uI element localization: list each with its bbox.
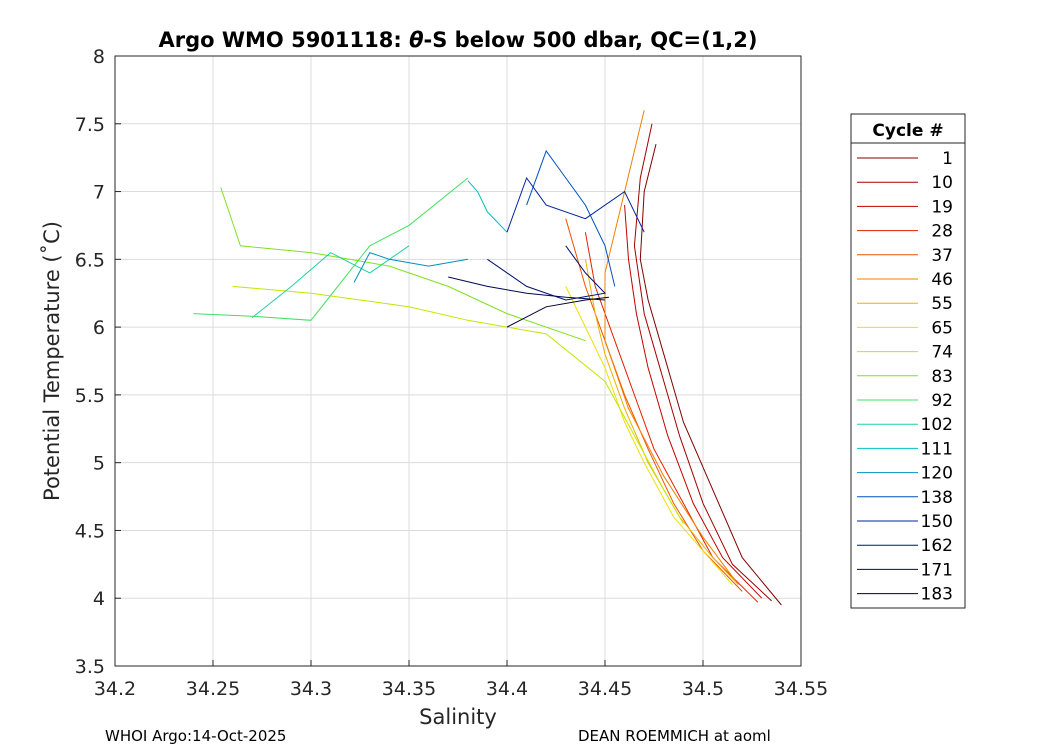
x-tick-label: 34.55 — [774, 678, 828, 700]
legend-label: 102 — [921, 415, 953, 435]
y-tick-label: 4 — [93, 588, 105, 610]
y-tick-label: 6 — [93, 317, 105, 339]
legend-entry-cycle-1: 1 — [857, 149, 953, 169]
legend-label: 120 — [921, 464, 953, 484]
y-tick-label: 5 — [93, 453, 105, 475]
legend-entry-cycle-183: 183 — [857, 585, 953, 605]
legend-label: 37 — [931, 246, 953, 266]
series-line-cycle-74 — [232, 285, 684, 524]
legend-label: 28 — [931, 222, 953, 242]
x-tick-label: 34.5 — [682, 678, 724, 700]
axes-box — [114, 55, 802, 667]
series-line-cycle-55 — [584, 259, 739, 586]
y-tick-label: 7.5 — [75, 114, 105, 136]
series-line-cycle-92 — [193, 177, 469, 321]
footer-right: DEAN ROEMMICH at aoml — [578, 727, 771, 745]
series-line-cycle-83 — [220, 187, 586, 342]
series-line-cycle-37 — [565, 218, 743, 592]
legend-label: 183 — [921, 585, 953, 605]
legend-entry-cycle-92: 92 — [857, 391, 953, 411]
series-line-cycle-138 — [526, 149, 616, 287]
legend-label: 10 — [931, 173, 953, 193]
legend-entry-cycle-37: 37 — [857, 246, 953, 266]
series-line-cycle-10 — [633, 123, 772, 602]
y-tick-label: 4.5 — [75, 520, 105, 542]
series-line-cycle-102 — [251, 245, 410, 318]
series-line-cycle-120 — [353, 251, 468, 283]
series-line-cycle-111 — [467, 180, 508, 233]
legend-entry-cycle-150: 150 — [857, 512, 953, 532]
series-line-cycle-19 — [624, 205, 763, 599]
legend-entry-cycle-74: 74 — [857, 343, 953, 363]
y-tick-label: 6.5 — [75, 249, 105, 271]
x-tick-label: 34.3 — [290, 678, 332, 700]
legend-title: Cycle # — [872, 121, 943, 141]
series-line-cycle-171 — [448, 276, 606, 301]
chart-title: Argo WMO 5901118: θ-S below 500 dbar, QC… — [158, 28, 757, 52]
legend-entry-cycle-55: 55 — [857, 294, 953, 314]
series-line-cycle-28 — [584, 232, 759, 603]
legend-label: 162 — [921, 536, 953, 556]
legend-label: 138 — [921, 488, 953, 508]
legend-entry-cycle-111: 111 — [857, 439, 953, 459]
series-line-cycle-150 — [506, 176, 645, 233]
x-tick-label: 34.35 — [382, 678, 436, 700]
legend: Cycle # 1 10 19 28 37 46 55 65 74 83 92 102 111 120 13… — [850, 113, 966, 609]
x-tick-label: 34.2 — [94, 678, 136, 700]
series-line-cycle-46 — [604, 110, 739, 585]
legend-entry-cycle-46: 46 — [857, 270, 953, 290]
legend-entry-cycle-83: 83 — [857, 367, 953, 387]
series-line-cycle-183 — [506, 296, 609, 328]
legend-entry-cycle-28: 28 — [857, 222, 953, 242]
legend-entry-cycle-138: 138 — [857, 488, 953, 508]
y-tick-label: 5.5 — [75, 385, 105, 407]
legend-entry-cycle-10: 10 — [857, 173, 953, 193]
series-line-cycle-65 — [565, 286, 733, 586]
series-layer — [193, 110, 782, 606]
legend-label: 111 — [921, 439, 953, 459]
x-tick-label: 34.4 — [486, 678, 528, 700]
legend-entry-cycle-162: 162 — [857, 536, 953, 556]
x-axis-label: Salinity — [419, 705, 497, 729]
legend-label: 74 — [931, 343, 953, 363]
series-line-cycle-1 — [639, 143, 782, 606]
legend-entries: 1 10 19 28 37 46 55 65 74 83 92 102 111 120 138 150 162 1… — [857, 149, 953, 605]
legend-entry-cycle-171: 171 — [857, 560, 953, 580]
ticks: 34.2 34.25 34.3 34.35 34.4 34.45 34.5 34.55 3.5 4… — [75, 46, 828, 700]
y-axis-label: Potential Temperature (˚C) — [40, 221, 64, 501]
legend-label: 171 — [921, 560, 953, 580]
x-tick-label: 34.25 — [186, 678, 240, 700]
legend-label: 92 — [931, 391, 953, 411]
legend-entry-cycle-102: 102 — [857, 415, 953, 435]
legend-entry-cycle-65: 65 — [857, 318, 953, 338]
legend-entry-cycle-19: 19 — [857, 197, 953, 217]
legend-label: 83 — [931, 367, 953, 387]
legend-label: 65 — [931, 318, 953, 338]
y-tick-label: 7 — [93, 182, 105, 204]
series-line-cycle-162 — [487, 245, 607, 301]
footer-left: WHOI Argo:14-Oct-2025 — [105, 727, 286, 745]
legend-label: 1 — [942, 149, 953, 169]
legend-box — [850, 113, 966, 609]
y-tick-label: 3.5 — [75, 656, 105, 678]
plot-area — [115, 56, 801, 666]
legend-label: 46 — [931, 270, 953, 290]
legend-label: 19 — [931, 197, 953, 217]
legend-label: 150 — [921, 512, 953, 532]
legend-entry-cycle-120: 120 — [857, 464, 953, 484]
y-tick-label: 8 — [93, 46, 105, 68]
legend-label: 55 — [931, 294, 953, 314]
x-tick-label: 34.45 — [578, 678, 632, 700]
